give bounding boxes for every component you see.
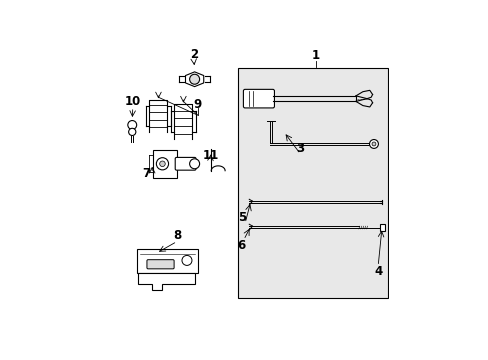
FancyBboxPatch shape bbox=[146, 260, 174, 269]
Circle shape bbox=[128, 128, 136, 135]
Bar bbox=[379, 224, 384, 231]
Bar bbox=[238, 68, 387, 298]
Circle shape bbox=[156, 158, 168, 170]
Text: 8: 8 bbox=[173, 229, 181, 242]
Polygon shape bbox=[138, 273, 195, 290]
Text: 6: 6 bbox=[236, 239, 244, 252]
Text: 2: 2 bbox=[189, 48, 198, 61]
Text: 1: 1 bbox=[311, 49, 319, 62]
Bar bbox=[137, 249, 198, 273]
Text: 9: 9 bbox=[193, 98, 202, 111]
Text: 11: 11 bbox=[202, 149, 218, 162]
Text: 7: 7 bbox=[142, 167, 150, 180]
Polygon shape bbox=[185, 72, 203, 87]
Text: 5: 5 bbox=[238, 211, 246, 224]
Bar bbox=[153, 150, 176, 177]
Text: 4: 4 bbox=[373, 265, 382, 278]
Circle shape bbox=[182, 256, 192, 265]
Circle shape bbox=[371, 142, 375, 146]
Circle shape bbox=[369, 140, 378, 148]
Circle shape bbox=[189, 159, 199, 169]
Circle shape bbox=[160, 161, 165, 167]
Text: 3: 3 bbox=[296, 142, 304, 155]
FancyBboxPatch shape bbox=[175, 157, 196, 170]
Circle shape bbox=[189, 74, 199, 84]
Text: 10: 10 bbox=[124, 95, 141, 108]
FancyBboxPatch shape bbox=[243, 89, 274, 108]
Circle shape bbox=[127, 121, 137, 129]
